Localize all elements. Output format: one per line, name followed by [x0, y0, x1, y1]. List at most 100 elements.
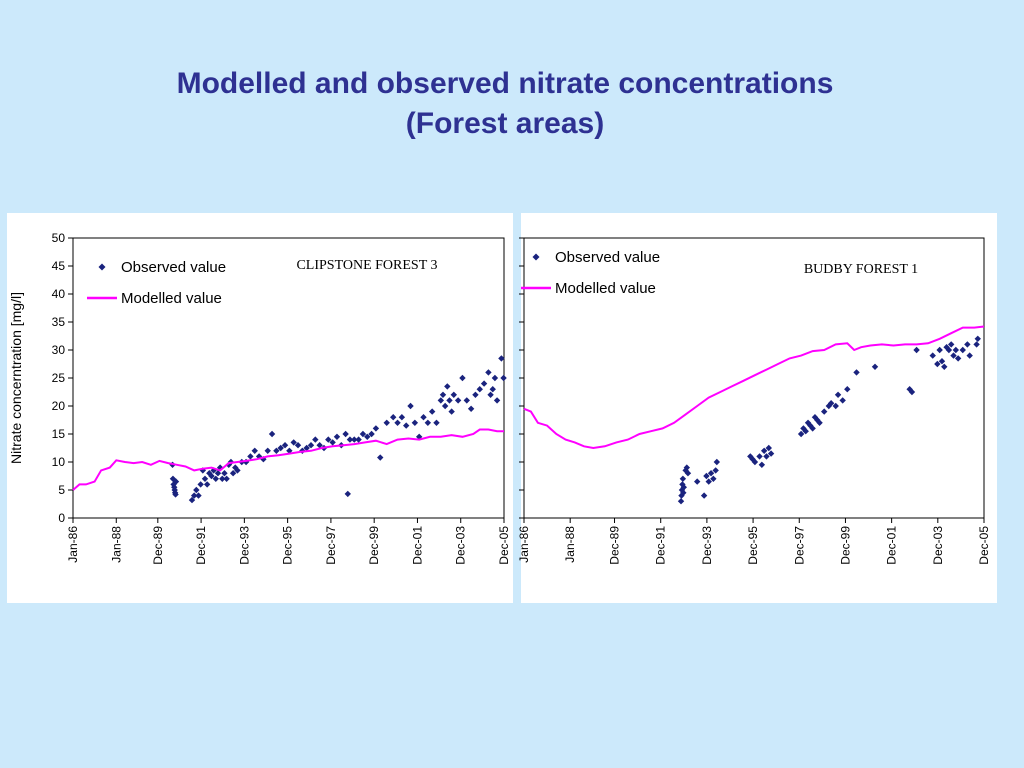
clipstone-observed-point [281, 442, 289, 449]
budby-x-tick-label: Dec-95 [746, 526, 760, 565]
clipstone-observed-point [420, 414, 427, 421]
budby-observed-point [825, 402, 833, 410]
clipstone-observed-point [480, 380, 488, 387]
chart-panel-clipstone: 0 5 10 15 20 25 30 35 40 45 50 Jan-86 Jan-88 Dec-89 De… [7, 213, 513, 603]
budby-x-tick-label: Dec-05 [977, 526, 991, 565]
budby-x-tick-label: Dec-97 [792, 526, 806, 565]
budby-observed-point [751, 458, 759, 466]
clipstone-observed-point [403, 422, 410, 429]
clipstone-x-tick-label: Dec-03 [454, 526, 468, 565]
budby-observed-point [929, 352, 936, 359]
budby-observed-point [693, 478, 701, 485]
clipstone-observed-point [247, 453, 254, 460]
budby-x-tick-label: Jan-88 [563, 526, 577, 563]
clipstone-modelled-value-line [72, 428, 504, 491]
budby-observed-point [680, 484, 687, 491]
clipstone-observed-point [472, 391, 479, 398]
budby-observed-point [974, 335, 981, 342]
clipstone-observed-point [203, 481, 211, 488]
budby-observed-point [760, 447, 768, 454]
budby-observed-point [821, 408, 828, 415]
clipstone-observed-point [294, 442, 302, 449]
clipstone-observed-point [437, 397, 445, 404]
budby-observed-point [936, 346, 943, 354]
budby-observed-point [945, 346, 953, 354]
budby-x-tick-label: Dec-99 [838, 526, 852, 565]
budby-legend-label: Modelled value [555, 280, 656, 297]
clipstone-observed-point [208, 472, 215, 480]
clipstone-x-tick-label: Dec-97 [324, 526, 338, 565]
chart-panel-budby: Jan-86 Jan-88 Dec-89 Dec-91 Dec-93 Dec-95 Dec-… [517, 213, 997, 603]
clipstone-observed-point [398, 414, 406, 421]
budby-observed-point [934, 360, 941, 368]
clipstone-observed-point [407, 402, 414, 410]
clipstone-observed-point [355, 436, 362, 443]
clipstone-x-tick-label: Jan-88 [109, 526, 123, 563]
clipstone-observed-point [368, 430, 375, 438]
clipstone-observed-point [454, 397, 462, 404]
clipstone-observed-point [277, 444, 284, 452]
clipstone-observed-point [439, 391, 447, 398]
clipstone-observed-point [491, 374, 499, 382]
clipstone-y-tick-label: 30 [52, 343, 66, 357]
clipstone-observed-point [493, 397, 501, 404]
clipstone-observed-point [448, 408, 455, 415]
clipstone-y-tick-label: 50 [52, 231, 66, 245]
clipstone-y-tick-label: 25 [52, 371, 66, 385]
budby-x-tick-label: Dec-01 [885, 526, 899, 565]
budby-observed-point [804, 419, 812, 426]
budby-x-tick-label: Dec-89 [608, 526, 622, 565]
clipstone-observed-point [500, 374, 507, 382]
clipstone-observed-point [251, 447, 258, 454]
clipstone-x-tick-label: Dec-95 [281, 526, 295, 565]
budby-observed-point [943, 344, 950, 351]
clipstone-observed-point [172, 491, 179, 498]
budby-observed-point [948, 341, 955, 348]
clipstone-observed-point [169, 475, 177, 482]
budby-observed-point [908, 388, 916, 396]
budby-observed-point [952, 346, 960, 354]
clipstone-x-tick-label: Dec-99 [367, 526, 381, 565]
clipstone-x-tick-label: Dec-93 [237, 526, 251, 565]
slide-title-line-2: (Forest areas) [405, 107, 605, 140]
budby-chart-title: BUDBY FOREST 1 [804, 262, 918, 277]
clipstone-observed-point [234, 467, 241, 474]
clipstone-observed-point [290, 439, 297, 446]
budby-observed-point [839, 397, 846, 404]
chart-budby-forest-1: Jan-86 Jan-88 Dec-89 Dec-91 Dec-93 Dec-95 Dec-… [517, 237, 991, 565]
clipstone-observed-point [467, 405, 475, 412]
clipstone-observed-point [188, 496, 196, 504]
clipstone-observed-point [450, 391, 458, 398]
clipstone-observed-point [441, 402, 449, 410]
budby-x-tick-label: Dec-93 [700, 526, 714, 565]
clipstone-observed-point [351, 436, 358, 443]
clipstone-y-tick-label: 15 [52, 427, 66, 441]
clipstone-observed-point [476, 386, 483, 393]
clipstone-observed-point [359, 430, 367, 438]
budby-observed-point [973, 341, 980, 348]
budby-observed-point [758, 461, 766, 468]
budby-observed-point [834, 391, 842, 398]
clipstone-observed-point [463, 397, 470, 404]
clipstone-observed-point [264, 447, 271, 454]
clipstone-chart-title: CLIPSTONE FOREST 3 [296, 258, 437, 273]
clipstone-observed-point [312, 436, 319, 443]
clipstone-observed-point [229, 470, 237, 477]
clipstone-x-tick-label: Dec-89 [151, 526, 165, 565]
budby-observed-point [950, 352, 957, 359]
clipstone-observed-point [303, 444, 310, 452]
clipstone-observed-point [172, 478, 180, 485]
budby-legend-label: Observed value [555, 249, 660, 266]
clipstone-observed-point [342, 430, 349, 438]
clipstone-observed-point [195, 492, 202, 499]
clipstone-observed-point [459, 374, 466, 382]
budby-observed-point [679, 475, 687, 482]
clipstone-y-tick-label: 5 [58, 483, 65, 497]
clipstone-observed-point [193, 486, 200, 494]
clipstone-observed-point [268, 430, 276, 438]
slide-title-line-1: Modelled and observed nitrate concentrat… [176, 67, 834, 100]
budby-observed-point [710, 475, 717, 482]
budby-observed-point [844, 386, 851, 393]
budby-observed-point [959, 346, 966, 354]
clipstone-observed-point [377, 454, 384, 461]
